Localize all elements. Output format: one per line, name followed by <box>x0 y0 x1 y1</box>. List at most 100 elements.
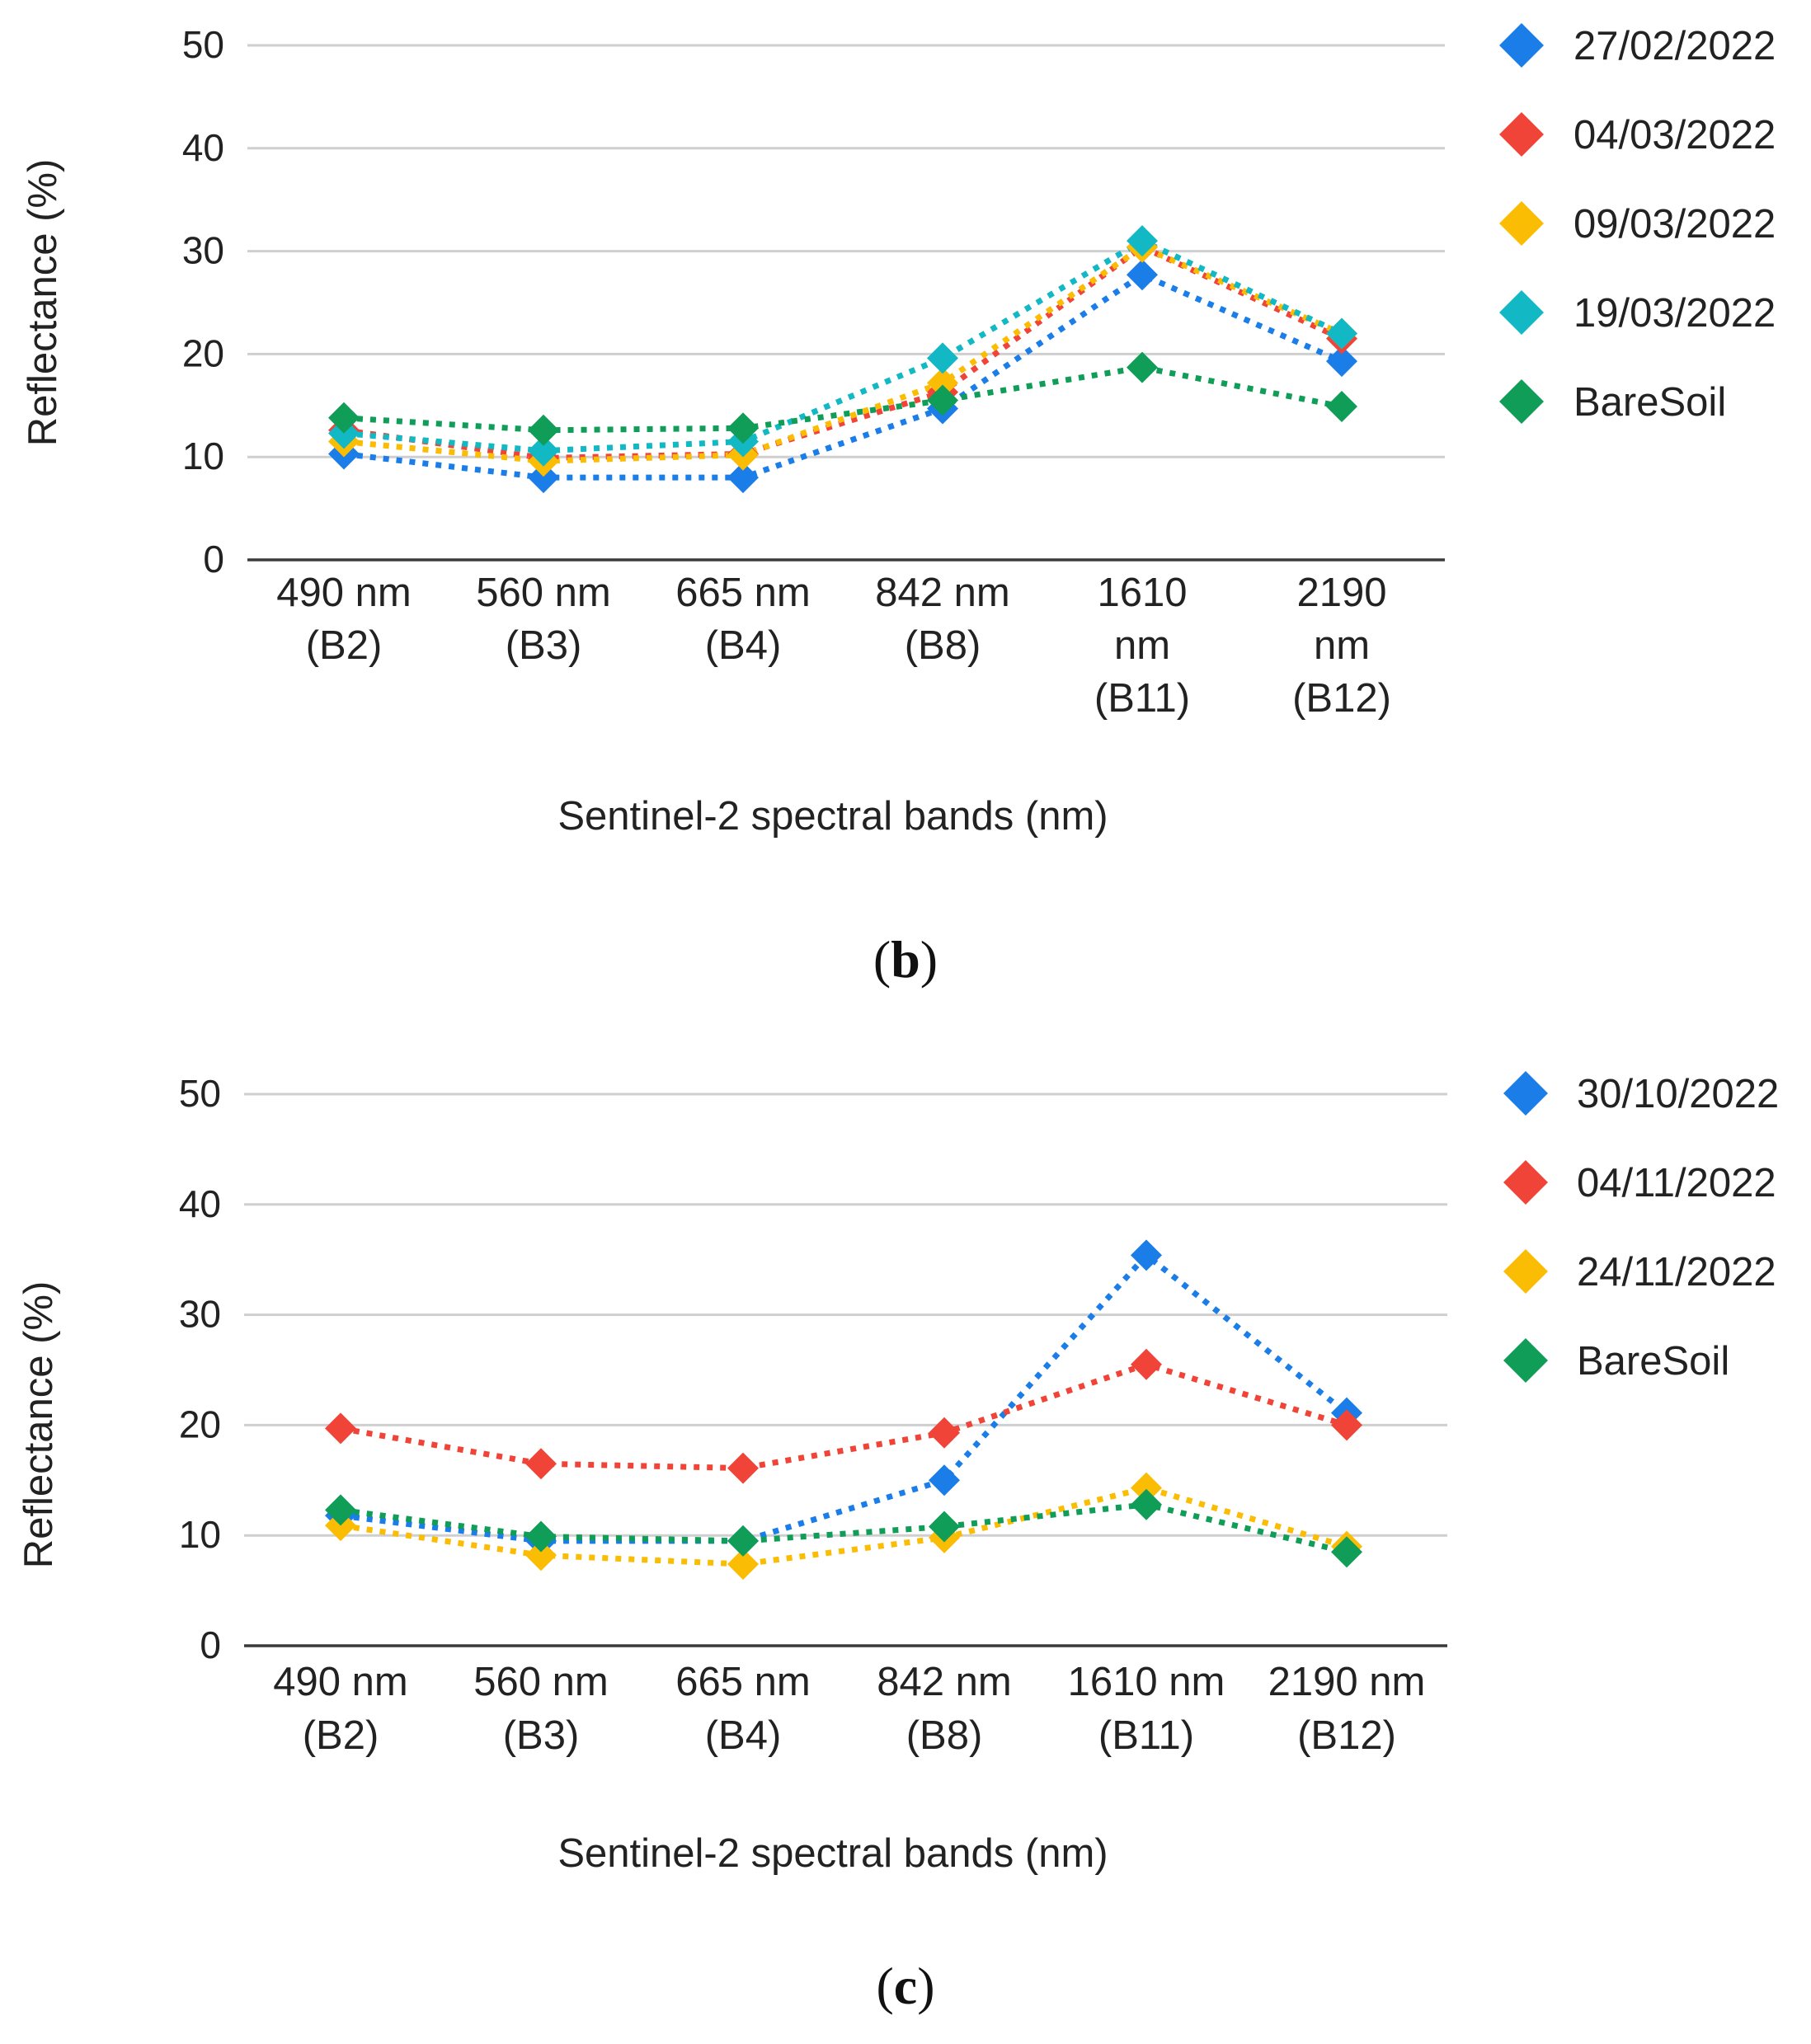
x-tick-label: (B12) <box>1297 1713 1396 1758</box>
data-point-series-3 <box>325 1494 356 1526</box>
legend-label: 04/11/2022 <box>1577 1161 1776 1205</box>
legend-label: 30/10/2022 <box>1577 1072 1779 1116</box>
data-point-series-0 <box>1127 259 1158 291</box>
x-tick-label: (B4) <box>705 1713 782 1758</box>
legend-label: BareSoil <box>1573 380 1726 425</box>
x-tick-label: (B8) <box>906 1713 983 1758</box>
data-point-series-0 <box>528 462 559 494</box>
chart-panel-b: 0 10 20 30 40 50 490 nm (B2) 560 nm (B3) 665 nm (B4… <box>21 23 1776 989</box>
chart-panel-c: 0 10 20 30 40 50 490 nm (B2) 560 nm (B3) 665 nm (B4… <box>16 1071 1779 2015</box>
x-tick-label: (B2) <box>303 1713 379 1758</box>
series-line-1 <box>343 243 1343 461</box>
data-point-series-0 <box>1326 345 1357 378</box>
legend-marker-icon <box>1499 23 1544 68</box>
data-point-series-1 <box>727 1452 759 1484</box>
data-point-series-2 <box>927 367 958 399</box>
x-tick-label: 1610 <box>1097 571 1187 615</box>
x-tick-label: 490 nm <box>273 1660 407 1704</box>
y-tick-label: 20 <box>179 1403 221 1445</box>
legend-marker-icon <box>1503 1160 1548 1205</box>
series-line-2 <box>343 243 1343 464</box>
series-line-2 <box>340 1485 1348 1567</box>
data-point-series-3 <box>1131 1488 1162 1520</box>
x-tick-label: 560 nm <box>476 571 610 615</box>
data-point-series-3 <box>727 1525 759 1557</box>
data-point-series-1 <box>1331 1409 1362 1441</box>
x-tick-label: 665 nm <box>675 571 810 615</box>
y-axis-title: Reflectance (%) <box>16 1281 61 1569</box>
legend-marker-icon <box>1499 290 1544 335</box>
data-point-series-4 <box>1127 351 1158 383</box>
data-point-series-4 <box>727 412 759 444</box>
x-tick-label: 665 nm <box>675 1660 810 1704</box>
y-tick-label: 40 <box>179 1182 221 1225</box>
x-tick-label: nm <box>1114 623 1170 668</box>
y-tick-label: 50 <box>182 23 224 66</box>
data-point-series-3 <box>929 1511 960 1543</box>
data-point-series-0 <box>1131 1239 1162 1271</box>
x-tick-label: 2190 nm <box>1268 1660 1426 1704</box>
data-point-series-3 <box>927 342 958 374</box>
legend-marker-icon <box>1503 1071 1548 1116</box>
data-point-series-1 <box>325 1412 356 1445</box>
legend-marker-icon <box>1503 1249 1548 1294</box>
series-line-0 <box>340 1251 1349 1544</box>
x-axis-title: Sentinel-2 spectral bands (nm) <box>557 1831 1108 1876</box>
y-tick-label: 30 <box>179 1293 221 1336</box>
data-point-series-2 <box>1131 1472 1162 1504</box>
data-point-series-1 <box>525 1448 557 1480</box>
x-tick-label: 560 nm <box>473 1660 608 1704</box>
x-tick-label: (B11) <box>1098 1713 1194 1758</box>
x-tick-label: 2190 <box>1296 571 1386 615</box>
data-point-series-3 <box>1331 1536 1362 1568</box>
x-tick-label: (B4) <box>705 623 782 668</box>
data-point-series-3 <box>528 435 559 467</box>
y-tick-label: 30 <box>182 229 224 272</box>
data-point-series-1 <box>929 1417 960 1449</box>
y-axis-title: Reflectance (%) <box>21 159 65 447</box>
y-tick-label: 10 <box>182 435 224 477</box>
data-point-series-4 <box>927 384 958 416</box>
legend-label: 09/03/2022 <box>1573 202 1776 247</box>
data-point-series-4 <box>328 402 360 434</box>
data-point-series-4 <box>1326 391 1357 423</box>
x-tick-label: (B3) <box>503 1713 580 1758</box>
legend-marker-icon <box>1503 1338 1548 1383</box>
x-tick-label: (B3) <box>506 623 582 668</box>
series-line-3 <box>340 1501 1348 1555</box>
legend-label: 19/03/2022 <box>1573 291 1776 336</box>
data-point-series-1 <box>1131 1348 1162 1380</box>
y-tick-label: 40 <box>182 126 224 169</box>
y-tick-label: 0 <box>203 538 224 580</box>
x-axis-title: Sentinel-2 spectral bands (nm) <box>557 794 1108 839</box>
data-point-series-3 <box>1326 317 1357 350</box>
data-point-series-0 <box>727 462 759 494</box>
legend-marker-icon <box>1499 379 1544 424</box>
series-line-3 <box>343 237 1343 454</box>
y-tick-label: 10 <box>179 1513 221 1556</box>
panel-label: (c) <box>876 1957 934 2015</box>
x-tick-label: 490 nm <box>276 571 411 615</box>
y-tick-label: 20 <box>182 331 224 374</box>
x-tick-label: (B12) <box>1292 676 1391 721</box>
data-point-series-3 <box>525 1520 557 1553</box>
x-tick-label: 842 nm <box>877 1660 1011 1704</box>
legend-label: 24/11/2022 <box>1577 1250 1776 1295</box>
x-tick-label: (B2) <box>306 623 383 668</box>
data-point-series-2 <box>525 1539 557 1572</box>
legend-label: 04/03/2022 <box>1573 113 1776 157</box>
legend-marker-icon <box>1499 201 1544 246</box>
legend-label: 27/02/2022 <box>1573 24 1776 68</box>
x-tick-label: 1610 nm <box>1068 1660 1225 1704</box>
legend-marker-icon <box>1499 112 1544 157</box>
data-point-series-4 <box>528 414 559 446</box>
y-tick-label: 50 <box>179 1072 221 1115</box>
x-tick-label: 842 nm <box>875 571 1009 615</box>
data-point-series-3 <box>1127 225 1158 257</box>
x-tick-label: (B11) <box>1094 676 1190 721</box>
series-line-0 <box>343 271 1343 481</box>
series-line-1 <box>340 1361 1348 1472</box>
x-tick-label: nm <box>1314 623 1370 668</box>
legend-label: BareSoil <box>1577 1339 1729 1384</box>
